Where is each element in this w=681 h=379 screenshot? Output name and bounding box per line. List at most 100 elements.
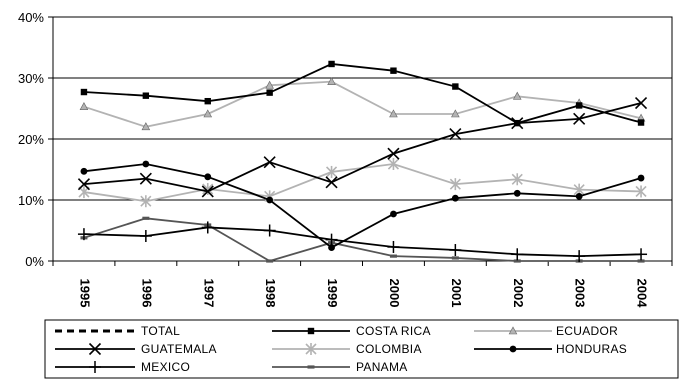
data-point xyxy=(139,229,152,242)
data-point xyxy=(141,122,151,131)
legend-label: TOTAL xyxy=(141,324,180,338)
x-tick-label: 2003 xyxy=(573,279,588,308)
data-point xyxy=(325,165,338,178)
data-point xyxy=(511,173,523,186)
y-tick-label: 40% xyxy=(18,10,44,25)
data-point xyxy=(449,178,461,191)
y-tick-label: 0% xyxy=(25,254,44,269)
data-point xyxy=(142,216,150,220)
data-point xyxy=(387,158,400,171)
data-point xyxy=(263,224,276,237)
data-point xyxy=(637,259,645,263)
plot-border xyxy=(52,16,673,262)
data-point xyxy=(387,240,400,253)
data-point xyxy=(266,196,274,204)
data-point xyxy=(142,92,150,99)
data-point xyxy=(452,83,459,90)
data-point xyxy=(80,88,88,96)
legend-marker xyxy=(508,326,518,335)
legend-label: PANAMA xyxy=(356,360,408,374)
data-point xyxy=(77,178,91,191)
data-point xyxy=(389,109,398,118)
legend-item: PANAMA xyxy=(272,360,408,374)
data-point xyxy=(79,102,89,110)
data-point xyxy=(573,250,586,263)
data-point xyxy=(263,156,276,169)
legend-label: COLOMBIA xyxy=(356,342,422,356)
legend-marker xyxy=(509,345,517,353)
data-point xyxy=(390,210,397,218)
data-point xyxy=(328,244,335,251)
legend-item: COLOMBIA xyxy=(272,342,422,356)
y-axis-ticks: 0% 10% 20% 30% 40% xyxy=(18,10,53,269)
plot-area xyxy=(52,16,673,262)
x-tick-label: 1998 xyxy=(263,279,278,308)
data-point xyxy=(575,192,583,200)
data-point xyxy=(635,185,647,198)
data-point xyxy=(512,91,522,100)
data-point xyxy=(77,228,90,241)
legend-label: GUATEMALA xyxy=(141,342,217,356)
series-line xyxy=(83,226,642,258)
series-mexico xyxy=(77,221,648,263)
x-tick-label: 2004 xyxy=(635,279,650,309)
data-point xyxy=(266,259,274,263)
series-line xyxy=(83,102,642,193)
data-point xyxy=(637,119,645,126)
legend-box xyxy=(44,319,679,379)
data-point xyxy=(266,89,273,96)
data-point xyxy=(513,259,521,263)
data-point xyxy=(139,172,152,185)
x-tick-label: 1997 xyxy=(201,279,216,308)
x-tick-label: 2000 xyxy=(387,279,402,308)
series-guatemala xyxy=(77,96,648,198)
y-tick-label: 20% xyxy=(18,132,44,147)
data-point xyxy=(78,186,90,199)
data-point xyxy=(142,160,150,168)
legend: TOTAL COSTA RICA ECUADOR GUATEMALA COLOMBIA H… xyxy=(44,319,679,379)
data-point xyxy=(389,254,397,258)
x-tick-label: 1996 xyxy=(139,279,154,308)
data-point xyxy=(204,97,211,105)
data-point xyxy=(387,147,400,160)
data-point xyxy=(140,195,152,208)
data-point xyxy=(514,119,521,127)
legend-marker xyxy=(88,342,102,356)
data-point xyxy=(203,109,213,118)
data-point xyxy=(575,102,583,109)
y-tick-label: 30% xyxy=(18,71,44,86)
legend-item: COSTA RICA xyxy=(272,324,431,338)
legend-label: COSTA RICA xyxy=(356,324,431,338)
legend-marker xyxy=(307,327,315,335)
x-tick-label: 2001 xyxy=(449,279,464,308)
data-point xyxy=(327,77,336,85)
data-point xyxy=(451,109,460,118)
legend-marker xyxy=(305,343,317,355)
legend-item: HONDURAS xyxy=(474,342,627,356)
legend-marker xyxy=(89,361,101,373)
x-tick-label: 1995 xyxy=(78,279,93,308)
legend-label: HONDURAS xyxy=(556,342,627,356)
legend-label: MEXICO xyxy=(141,360,190,374)
data-point xyxy=(204,173,212,181)
data-point xyxy=(390,67,397,74)
series-ecuador xyxy=(79,77,646,131)
data-point xyxy=(265,80,274,89)
data-point xyxy=(202,183,214,196)
series-line xyxy=(83,80,642,128)
data-point xyxy=(635,248,648,261)
data-point xyxy=(449,244,462,257)
data-point xyxy=(637,174,645,182)
data-point xyxy=(573,112,586,125)
series-line xyxy=(83,217,642,262)
series-line xyxy=(83,63,642,125)
data-point xyxy=(451,194,459,202)
series-costa-rica xyxy=(80,60,645,127)
data-point xyxy=(449,128,462,141)
data-point xyxy=(511,248,524,261)
x-tick-label: 1999 xyxy=(325,279,340,308)
x-tick-label: 2002 xyxy=(511,279,526,308)
legend-label: ECUADOR xyxy=(556,324,618,338)
data-point xyxy=(328,60,335,68)
data-point xyxy=(451,256,459,260)
